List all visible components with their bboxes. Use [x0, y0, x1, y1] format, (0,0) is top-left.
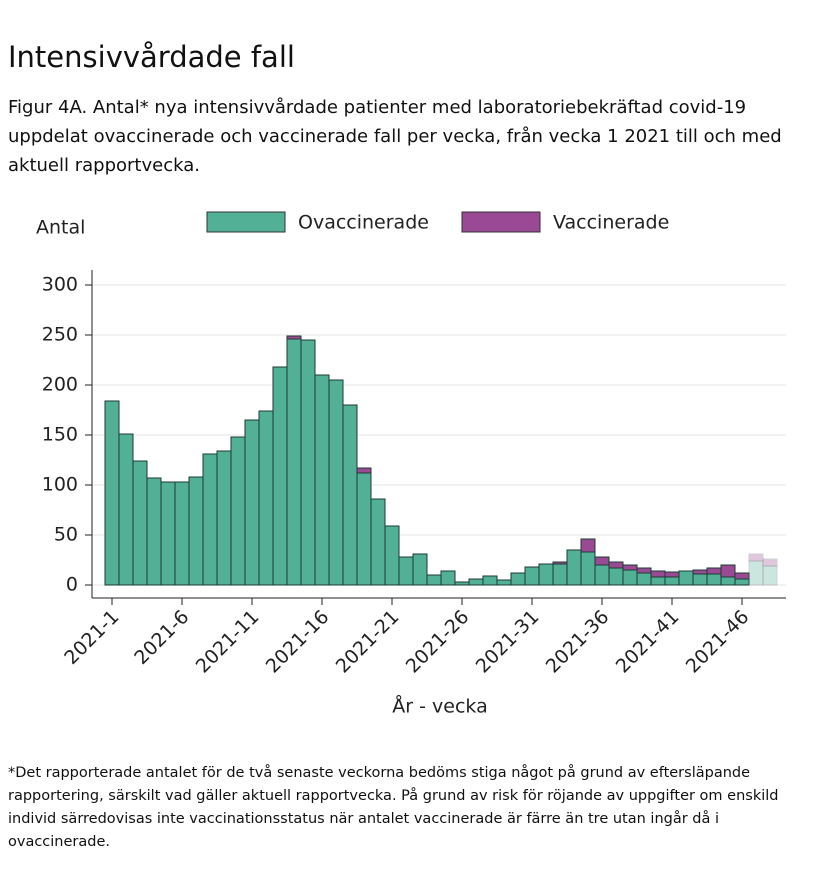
bar	[272, 366, 288, 586]
y-tick-label: 50	[54, 524, 78, 546]
footnote: *Det rapporterade antalet för de två sen…	[8, 765, 779, 850]
y-tick-label: 100	[42, 474, 78, 496]
bar	[132, 460, 148, 586]
bar	[356, 472, 372, 586]
bar	[496, 579, 512, 586]
bar	[230, 436, 246, 586]
bar	[370, 498, 386, 586]
bar	[566, 549, 582, 586]
bar	[594, 556, 610, 566]
bar	[104, 400, 120, 586]
x-tick-label: 2021-46	[682, 606, 754, 678]
bar	[300, 339, 316, 586]
bar	[174, 481, 190, 586]
bar	[622, 569, 638, 586]
bar	[258, 410, 274, 586]
bar	[398, 556, 414, 586]
bar	[664, 571, 680, 578]
bar	[426, 574, 442, 586]
y-axis-label: Antal	[36, 217, 85, 239]
y-tick-label: 0	[66, 574, 78, 596]
bar	[692, 569, 708, 575]
bar	[342, 404, 358, 586]
bar	[146, 477, 162, 586]
bar	[468, 578, 484, 586]
bar	[580, 551, 596, 586]
bar	[580, 538, 596, 553]
legend-label: Vaccinerade	[553, 212, 669, 234]
bar	[412, 553, 428, 586]
bar	[692, 573, 708, 586]
legend-swatch	[461, 211, 541, 233]
chart: 0 50 100 150 200 250 300 Antal År - vecka Ovaccin…	[36, 211, 786, 718]
bar	[510, 572, 526, 586]
bar	[314, 374, 330, 586]
x-tick-label: 2021-26	[402, 606, 474, 678]
bar	[720, 564, 736, 578]
bar	[734, 572, 750, 580]
bar	[706, 567, 722, 575]
x-tick-label: 2021-11	[192, 606, 264, 678]
bar	[608, 561, 624, 569]
x-tick-label: 2021-36	[542, 606, 614, 678]
y-tick-label: 200	[42, 374, 78, 396]
x-axis-label: År - vecka	[392, 695, 487, 718]
y-tick-label: 150	[42, 424, 78, 446]
bar	[524, 566, 540, 586]
bar	[286, 335, 302, 340]
y-tick-label: 250	[42, 324, 78, 346]
y-tick-label: 300	[42, 274, 78, 296]
subtitle: Figur 4A. Antal* nya intensivvårdade pat…	[8, 97, 782, 176]
bar	[202, 453, 218, 586]
bar	[636, 572, 652, 586]
bar	[384, 525, 400, 586]
legend-swatch	[206, 211, 286, 233]
x-tick-label: 2021-41	[612, 606, 684, 678]
bar	[552, 561, 568, 565]
bar	[118, 433, 134, 586]
x-tick-label: 2021-6	[130, 606, 193, 669]
x-tick-label: 2021-16	[262, 606, 334, 678]
bar	[706, 573, 722, 586]
bar	[608, 567, 624, 586]
bar	[160, 481, 176, 586]
bar	[678, 570, 694, 586]
bar	[244, 419, 260, 586]
x-tick-label: 2021-21	[332, 606, 404, 678]
bar	[552, 563, 568, 586]
bar	[664, 576, 680, 586]
bar	[748, 553, 764, 562]
bar	[734, 578, 750, 586]
bar	[482, 575, 498, 586]
bar	[650, 570, 666, 578]
bar	[762, 558, 778, 567]
bar	[328, 379, 344, 586]
bar	[188, 476, 204, 586]
bar	[454, 581, 470, 586]
bar	[650, 576, 666, 586]
bar	[762, 565, 778, 586]
bar	[440, 570, 456, 586]
bar	[538, 563, 554, 586]
legend-label: Ovaccinerade	[298, 212, 429, 234]
bar	[594, 564, 610, 586]
bar	[720, 576, 736, 586]
title: Intensivvårdade fall	[8, 40, 295, 74]
bar	[216, 450, 232, 586]
bar	[636, 567, 652, 574]
x-tick-label: 2021-1	[60, 606, 123, 669]
x-tick-label: 2021-31	[472, 606, 544, 678]
bar	[356, 467, 372, 474]
bar	[748, 560, 764, 586]
bar	[622, 564, 638, 571]
bar	[286, 338, 302, 586]
